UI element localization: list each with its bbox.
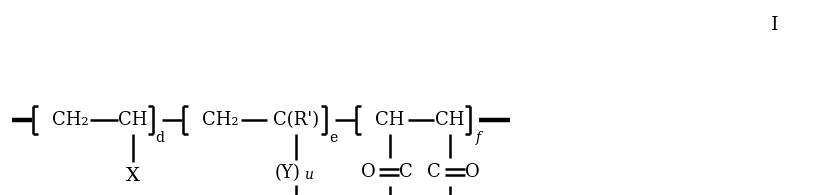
Text: O: O — [464, 163, 480, 181]
Text: CH: CH — [376, 111, 405, 129]
Text: I: I — [772, 16, 779, 34]
Text: C: C — [427, 163, 441, 181]
Text: CH₂: CH₂ — [202, 111, 238, 129]
Text: C: C — [399, 163, 413, 181]
Text: e: e — [329, 131, 337, 145]
Text: CH: CH — [435, 111, 465, 129]
Text: CH₂: CH₂ — [52, 111, 89, 129]
Text: d: d — [155, 131, 164, 145]
Text: f: f — [476, 131, 480, 145]
Text: (Y): (Y) — [275, 164, 301, 182]
Text: X: X — [126, 167, 140, 185]
Text: O: O — [361, 163, 376, 181]
Text: u: u — [303, 168, 312, 182]
Text: CH: CH — [119, 111, 148, 129]
Text: C(R'): C(R') — [273, 111, 319, 129]
